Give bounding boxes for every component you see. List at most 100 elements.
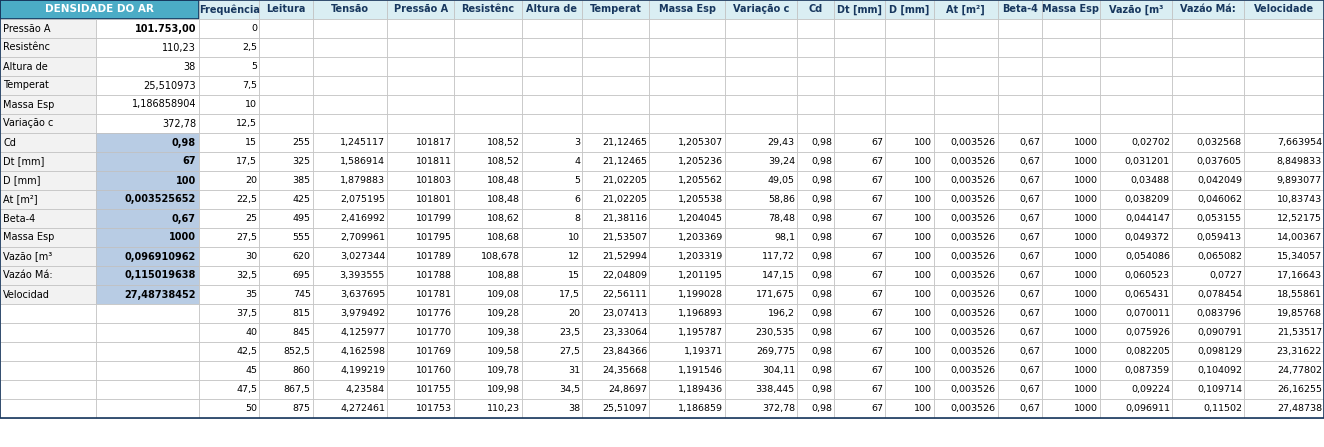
Bar xyxy=(797,133,834,152)
Bar xyxy=(312,361,387,380)
Text: 110,23: 110,23 xyxy=(162,42,196,52)
Text: 38: 38 xyxy=(568,404,580,413)
Bar xyxy=(797,228,834,247)
Bar xyxy=(650,95,726,114)
Text: Dt [mm]: Dt [mm] xyxy=(837,4,882,15)
Text: Massa Esp: Massa Esp xyxy=(3,232,54,243)
Bar xyxy=(726,304,797,323)
Text: 0,031201: 0,031201 xyxy=(1125,157,1170,166)
Bar xyxy=(834,114,886,133)
Text: 0,032568: 0,032568 xyxy=(1197,138,1242,147)
Bar xyxy=(1243,380,1324,399)
Bar xyxy=(650,247,726,266)
Bar xyxy=(726,152,797,171)
Text: 42,5: 42,5 xyxy=(237,347,257,356)
Text: 4,162598: 4,162598 xyxy=(340,347,385,356)
Text: 0,11502: 0,11502 xyxy=(1204,404,1242,413)
Text: 108,62: 108,62 xyxy=(487,214,520,223)
Text: 425: 425 xyxy=(293,195,311,204)
Bar xyxy=(650,209,726,228)
Bar xyxy=(650,57,726,76)
Text: 0,065082: 0,065082 xyxy=(1197,252,1242,261)
Text: Vazáo Má:: Vazáo Má: xyxy=(1180,4,1235,14)
Bar xyxy=(998,95,1042,114)
Bar xyxy=(199,95,260,114)
Text: 1,201195: 1,201195 xyxy=(678,271,723,280)
Text: 1000: 1000 xyxy=(1074,309,1098,318)
Bar xyxy=(583,95,650,114)
Bar xyxy=(886,285,933,304)
Bar xyxy=(97,152,199,171)
Text: 1000: 1000 xyxy=(1074,347,1098,356)
Bar xyxy=(454,228,522,247)
Bar xyxy=(260,76,312,95)
Text: 8: 8 xyxy=(575,214,580,223)
Bar xyxy=(522,152,583,171)
Bar xyxy=(260,19,312,38)
Bar xyxy=(933,285,998,304)
Bar xyxy=(726,171,797,190)
Text: Altura de: Altura de xyxy=(527,4,577,14)
Bar xyxy=(387,133,454,152)
Text: 0,98: 0,98 xyxy=(812,176,831,185)
Bar xyxy=(199,285,260,304)
Text: 23,07413: 23,07413 xyxy=(602,309,647,318)
Bar xyxy=(933,95,998,114)
Text: 100: 100 xyxy=(176,176,196,186)
Bar xyxy=(454,19,522,38)
Text: 0,98: 0,98 xyxy=(812,233,831,242)
Bar xyxy=(97,285,199,304)
Text: 6: 6 xyxy=(575,195,580,204)
Bar xyxy=(834,342,886,361)
Text: 10: 10 xyxy=(245,100,257,109)
Text: 47,5: 47,5 xyxy=(237,385,257,394)
Bar xyxy=(1243,76,1324,95)
Bar xyxy=(522,190,583,209)
Bar xyxy=(0,247,97,266)
Text: 24,35668: 24,35668 xyxy=(602,366,647,375)
Bar xyxy=(1172,323,1243,342)
Text: 0,003526: 0,003526 xyxy=(951,176,996,185)
Text: Velocidad: Velocidad xyxy=(3,290,50,299)
Bar xyxy=(583,323,650,342)
Bar xyxy=(998,152,1042,171)
Bar xyxy=(933,190,998,209)
Text: 1,189436: 1,189436 xyxy=(678,385,723,394)
Text: 40: 40 xyxy=(245,328,257,337)
Bar xyxy=(522,361,583,380)
Bar xyxy=(726,76,797,95)
Text: 10,83743: 10,83743 xyxy=(1276,195,1321,204)
Text: Leitura: Leitura xyxy=(266,4,306,14)
Bar xyxy=(312,114,387,133)
Bar xyxy=(199,228,260,247)
Bar xyxy=(1100,95,1172,114)
Bar xyxy=(726,266,797,285)
Text: 0,98: 0,98 xyxy=(812,366,831,375)
Bar xyxy=(726,342,797,361)
Bar xyxy=(387,361,454,380)
Bar xyxy=(260,361,312,380)
Text: 7,5: 7,5 xyxy=(242,81,257,90)
Bar xyxy=(1042,114,1100,133)
Bar xyxy=(312,380,387,399)
Bar xyxy=(834,171,886,190)
Text: 0,0727: 0,0727 xyxy=(1209,271,1242,280)
Bar xyxy=(260,95,312,114)
Bar xyxy=(1243,209,1324,228)
Bar xyxy=(522,209,583,228)
Bar xyxy=(454,95,522,114)
Bar xyxy=(726,133,797,152)
Text: 1,245117: 1,245117 xyxy=(340,138,385,147)
Text: 0,98: 0,98 xyxy=(812,309,831,318)
Bar xyxy=(522,114,583,133)
Text: 0,054086: 0,054086 xyxy=(1125,252,1170,261)
Bar xyxy=(933,399,998,418)
Bar xyxy=(0,57,97,76)
Bar xyxy=(1100,209,1172,228)
Text: 67: 67 xyxy=(871,328,883,337)
Bar xyxy=(387,76,454,95)
Bar xyxy=(650,171,726,190)
Text: 100: 100 xyxy=(914,233,932,242)
Text: 1,186858904: 1,186858904 xyxy=(131,100,196,110)
Bar xyxy=(1172,152,1243,171)
